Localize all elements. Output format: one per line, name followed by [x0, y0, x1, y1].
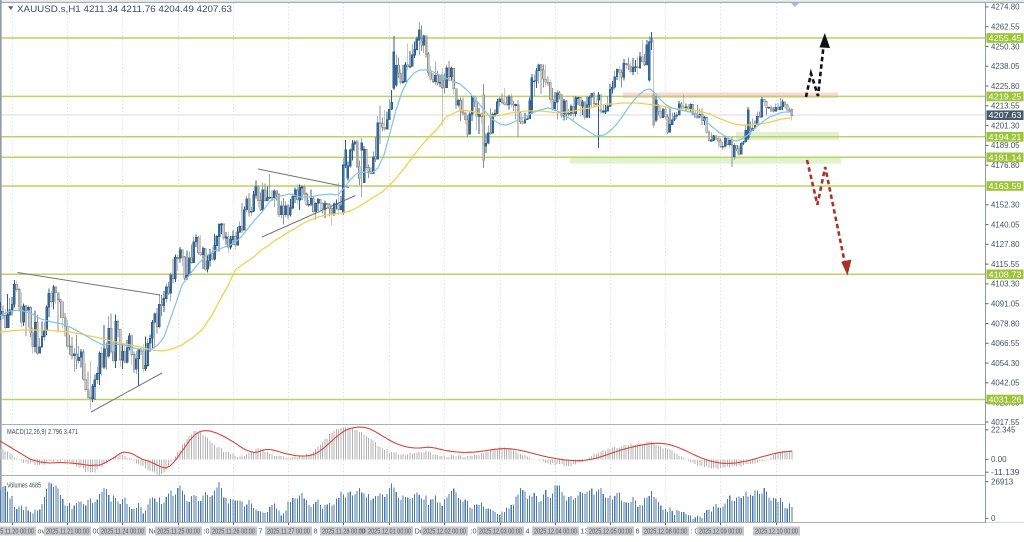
svg-text::0: :0: [204, 527, 210, 536]
svg-text:0: 0: [991, 514, 996, 523]
svg-text:4031.26: 4031.26: [989, 396, 1023, 405]
svg-text:4078.80: 4078.80: [991, 319, 1020, 328]
svg-text:0.00: 0.00: [991, 455, 1007, 464]
svg-text:2025.11.20 00:00: 2025.11.20 00:00: [0, 527, 34, 536]
svg-text:26913: 26913: [991, 477, 1014, 486]
svg-text:4163.59: 4163.59: [989, 182, 1023, 191]
svg-text:4250.30: 4250.30: [991, 42, 1020, 51]
svg-text:2025.11.21 00:00: 2025.11.21 00:00: [46, 527, 89, 536]
svg-text:2025.12.05 00:00: 2025.12.05 00:00: [589, 527, 632, 536]
svg-text:4213.55: 4213.55: [991, 102, 1020, 111]
svg-text:4054.30: 4054.30: [991, 359, 1020, 368]
svg-text:4194.21: 4194.21: [989, 133, 1023, 142]
svg-text:2025.12.02 00:00: 2025.12.02 00:00: [423, 527, 466, 536]
svg-text:4219.25: 4219.25: [989, 92, 1023, 101]
svg-text:4225.80: 4225.80: [991, 82, 1020, 91]
svg-text:4127.80: 4127.80: [991, 240, 1020, 249]
svg-text:2025.12.10 00:00: 2025.12.10 00:00: [755, 527, 798, 536]
svg-text:MACD(12,26,9) 2.796 3.471: MACD(12,26,9) 2.796 3.471: [7, 427, 78, 436]
svg-text:4176.80: 4176.80: [991, 161, 1020, 170]
svg-text:4066.55: 4066.55: [991, 339, 1020, 348]
svg-text:7: 7: [259, 527, 263, 536]
svg-text:4274.80: 4274.80: [991, 3, 1020, 12]
svg-text:4108.73: 4108.73: [989, 270, 1023, 279]
svg-text:4201.30: 4201.30: [991, 121, 1020, 130]
svg-text:2025.12.01 00:00: 2025.12.01 00:00: [368, 527, 411, 536]
svg-text:4115.55: 4115.55: [991, 260, 1020, 269]
svg-text:4207.63: 4207.63: [989, 111, 1023, 120]
svg-text:4255.45: 4255.45: [989, 34, 1023, 43]
svg-text:8: 8: [314, 527, 318, 536]
svg-text:-11.139: -11.139: [991, 468, 1020, 477]
svg-text:2025.12.09 00:00: 2025.12.09 00:00: [699, 527, 742, 536]
svg-text:4262.55: 4262.55: [991, 23, 1020, 32]
svg-text:2025.12.08 00:00: 2025.12.08 00:00: [644, 527, 687, 536]
svg-text:4181.14: 4181.14: [989, 153, 1023, 162]
svg-text:4238.05: 4238.05: [991, 62, 1020, 71]
svg-text:4042.05: 4042.05: [991, 379, 1020, 388]
svg-text:6: 6: [636, 527, 640, 536]
svg-text:Volumes 4685: Volumes 4685: [7, 481, 41, 490]
svg-text:2025.11.26 00:00: 2025.11.26 00:00: [212, 527, 255, 536]
svg-text:XAUUSD.s,H1 4211.34 4211.76 4: XAUUSD.s,H1 4211.34 4211.76 4204.49 4207…: [17, 4, 232, 14]
svg-text:22.345: 22.345: [991, 426, 1016, 435]
svg-text:2025.12.03 00:00: 2025.12.03 00:00: [479, 527, 522, 536]
svg-text:4140.05: 4140.05: [991, 220, 1020, 229]
svg-text:4091.05: 4091.05: [991, 300, 1020, 309]
svg-text:2025.11.24 00:00: 2025.11.24 00:00: [101, 527, 144, 536]
svg-text:2025.11.25 00:00: 2025.11.25 00:00: [157, 527, 200, 536]
svg-text:2025.11.27 00:00: 2025.11.27 00:00: [267, 527, 310, 536]
svg-text:4189.05: 4189.05: [991, 141, 1020, 150]
svg-text:4152.30: 4152.30: [991, 201, 1020, 210]
svg-text:2025.12.04 00:00: 2025.12.04 00:00: [534, 527, 577, 536]
svg-text:4103.30: 4103.30: [991, 280, 1020, 289]
